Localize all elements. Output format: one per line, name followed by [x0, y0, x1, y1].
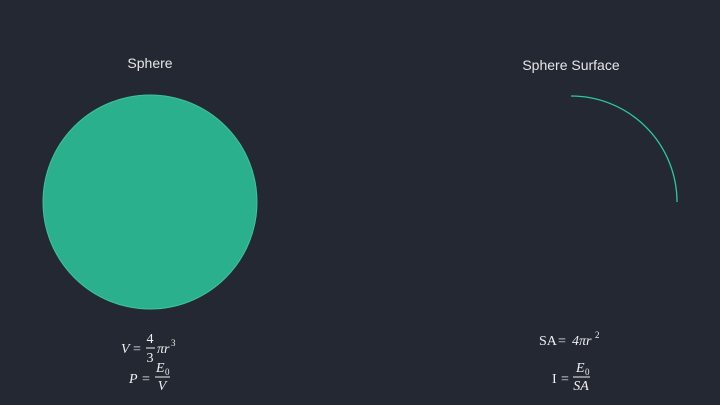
- math: V: [158, 379, 168, 394]
- math: V: [121, 342, 131, 357]
- math: P: [128, 372, 138, 387]
- math: =: [561, 372, 569, 387]
- math: =: [142, 372, 150, 387]
- area-formula: SA = 4πr 2: [539, 330, 600, 349]
- intensity-formula: I = E 0 SA: [552, 361, 590, 394]
- math: =: [133, 342, 141, 357]
- volume-formula: V = 4 3 πr 3: [121, 332, 176, 366]
- power-formula: P = E 0 V: [128, 361, 170, 394]
- math: 0: [165, 367, 170, 377]
- math: E: [155, 361, 165, 376]
- sphere: [42, 94, 258, 310]
- math: SA: [539, 334, 558, 349]
- math: 3: [147, 351, 154, 366]
- math: πr: [157, 342, 170, 357]
- math: 3: [171, 338, 176, 348]
- math: =: [558, 334, 566, 349]
- math: 4: [147, 332, 154, 347]
- math: 2: [595, 330, 600, 340]
- surface-title: Sphere Surface: [522, 57, 619, 73]
- sphere-title: Sphere: [127, 55, 172, 71]
- surface-arc: [570, 95, 678, 203]
- math: I: [552, 372, 557, 387]
- math: E: [575, 361, 585, 376]
- math: 4πr: [572, 334, 592, 349]
- math: SA: [573, 379, 589, 394]
- math: 0: [585, 367, 590, 377]
